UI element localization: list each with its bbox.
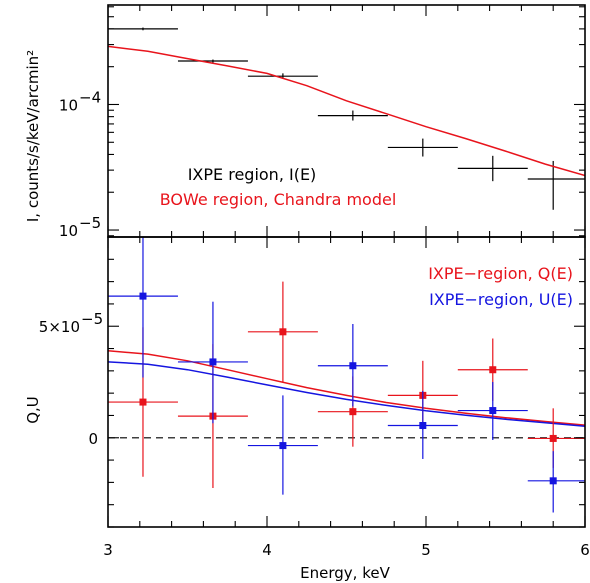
- top-y-tick-exponent: −5: [79, 214, 101, 232]
- legend-bottom-q: IXPE−region, Q(E): [428, 264, 573, 283]
- x-tick-label: 6: [580, 541, 590, 559]
- data-point: [349, 408, 357, 416]
- data-point: [489, 407, 497, 415]
- bottom-y-tick-label: 0: [88, 430, 98, 448]
- x-tick-label: 5: [421, 541, 431, 559]
- data-point: [419, 422, 427, 429]
- data-point: [549, 477, 557, 485]
- data-point: [139, 398, 147, 406]
- data-point: [349, 362, 357, 370]
- top-y-tick-label: 10: [59, 96, 78, 114]
- x-tick-label: 4: [262, 541, 272, 559]
- panel-frames: 3 4 5 610 −410 −55×10 −50: [39, 4, 590, 559]
- bottom-y-axis-label: Q,U: [24, 396, 42, 424]
- bottom-panel: [108, 237, 585, 513]
- top-y-axis-label: I, counts/s/keV/arcmin²: [24, 50, 42, 222]
- bottom-y-tick-exponent: −5: [81, 310, 103, 328]
- legend-top-ixpe: IXPE region, I(E): [188, 165, 317, 184]
- legend-top-bowe: BOWe region, Chandra model: [160, 190, 397, 209]
- data-point: [209, 358, 217, 366]
- model-curve: [108, 350, 585, 426]
- bottom-y-tick-label: 5×10: [39, 318, 80, 336]
- top-y-tick-exponent: −4: [79, 88, 101, 106]
- top-y-tick-label: 10: [59, 222, 78, 240]
- data-point: [139, 292, 147, 300]
- data-point: [549, 434, 557, 442]
- legends: IXPE region, I(E) BOWe region, Chandra m…: [160, 165, 573, 309]
- x-tick-label: 3: [103, 541, 113, 559]
- axis-labels: Energy, keV I, counts/s/keV/arcmin² Q,U: [24, 50, 391, 582]
- bottom-frame: [107, 236, 586, 528]
- x-axis-label: Energy, keV: [300, 564, 390, 582]
- model-curve: [108, 361, 585, 427]
- data-point: [489, 366, 497, 374]
- data-point: [279, 328, 287, 336]
- data-point: [279, 442, 287, 450]
- model-curve: [108, 45, 585, 177]
- top-panel: [108, 27, 585, 210]
- legend-bottom-u: IXPE−region, U(E): [429, 290, 573, 309]
